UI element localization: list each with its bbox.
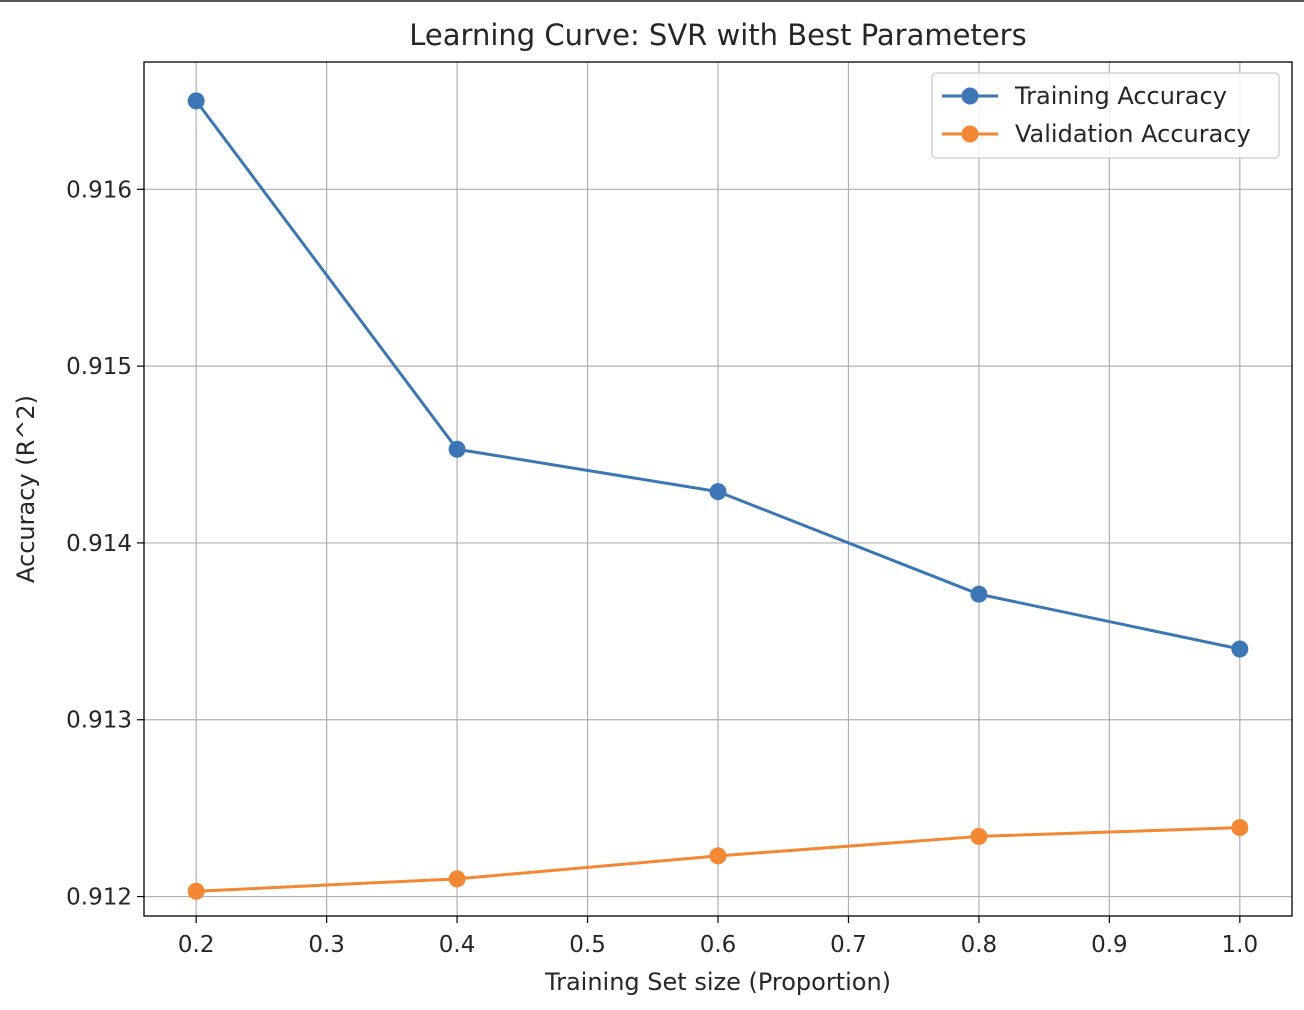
validation-accuracy-point <box>1231 819 1249 837</box>
x-axis-label: Training Set size (Proportion) <box>544 968 891 996</box>
y-tick-label: 0.915 <box>66 354 132 380</box>
legend-marker-training-accuracy <box>961 87 979 105</box>
x-tick-label: 0.3 <box>308 932 345 958</box>
series-group <box>187 92 1249 900</box>
x-tick-label: 0.9 <box>1091 932 1128 958</box>
y-tick-label: 0.916 <box>66 177 132 203</box>
training-accuracy-point <box>1231 640 1249 658</box>
validation-accuracy-point <box>448 870 466 888</box>
validation-accuracy-point <box>970 827 988 845</box>
legend-marker-validation-accuracy <box>961 125 979 143</box>
training-accuracy-point <box>709 483 727 501</box>
x-tick-label: 0.5 <box>569 932 606 958</box>
chart-title: Learning Curve: SVR with Best Parameters <box>409 18 1026 52</box>
x-tick-label: 0.2 <box>178 932 215 958</box>
y-tick-label: 0.914 <box>66 531 132 557</box>
y-tick-label: 0.912 <box>66 885 132 911</box>
training-accuracy-point <box>187 92 205 110</box>
x-tick-label: 0.8 <box>961 932 998 958</box>
training-accuracy-point <box>970 585 988 603</box>
legend: Training Accuracy Validation Accuracy <box>931 72 1280 159</box>
legend-label-training-accuracy: Training Accuracy <box>1014 82 1227 110</box>
x-tick-label: 1.0 <box>1222 932 1259 958</box>
top-border <box>0 0 1304 2</box>
y-tick-label: 0.913 <box>66 708 132 734</box>
legend-box <box>931 72 1280 159</box>
x-tick-label: 0.4 <box>439 932 476 958</box>
validation-accuracy-point <box>709 847 727 865</box>
validation-accuracy-point <box>187 882 205 900</box>
tick-group: 0.2 0.3 0.4 0.5 0.6 0.7 0.8 0.9 1.0 0.912 0.913 0.9… <box>66 177 1258 958</box>
grid-lines <box>144 62 1292 916</box>
x-tick-label: 0.6 <box>700 932 737 958</box>
training-accuracy-point <box>448 440 466 458</box>
y-axis-label: Accuracy (R^2) <box>12 395 40 583</box>
legend-label-validation-accuracy: Validation Accuracy <box>1015 120 1251 148</box>
x-tick-label: 0.7 <box>830 932 867 958</box>
